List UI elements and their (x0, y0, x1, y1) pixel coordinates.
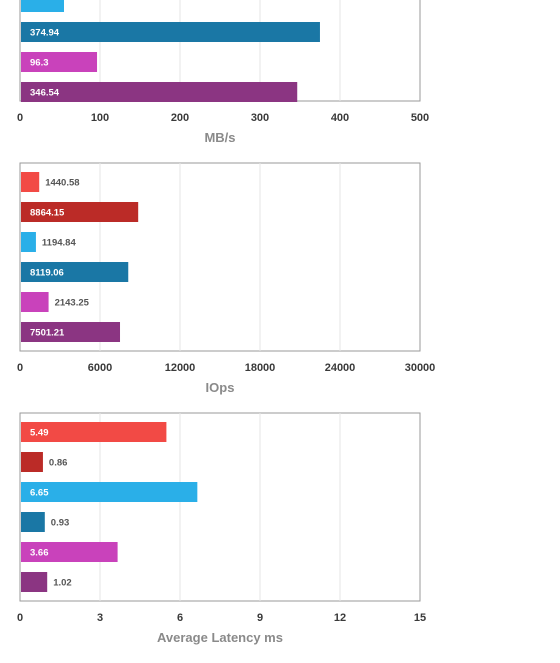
x-tick-label: 300 (251, 112, 269, 124)
bar-iops-4 (21, 262, 129, 282)
bar-latency-1 (21, 422, 167, 442)
x-axis-title-latency: Average Latency ms (157, 630, 283, 645)
plot-area-latency (19, 412, 421, 602)
bar-value-label: 1.02 (53, 578, 71, 589)
bar-value-label: 346.54 (30, 88, 60, 99)
bar-iops-2 (21, 202, 139, 222)
bar-value-label: 0.93 (51, 518, 70, 529)
bar-latency-5 (21, 542, 118, 562)
bar-value-label: 8119.06 (30, 268, 64, 279)
x-tick-label: 15 (414, 612, 426, 624)
x-tick-label: 18000 (245, 362, 276, 374)
bar-value-label: 3.66 (30, 548, 49, 559)
bar-value-label: 2143.25 (55, 298, 90, 309)
bar-value-label: 8864.15 (30, 208, 65, 219)
x-tick-label: 200 (171, 112, 189, 124)
bar-latency-3 (21, 482, 198, 502)
bar-iops-1 (21, 172, 40, 192)
x-tick-label: 0 (17, 362, 23, 374)
x-tick-label: 6 (177, 612, 183, 624)
chart-latency: 5.49 0.86 6.65 0.93 3.66 1.02 0 3 6 9 12 15 Averag… (17, 412, 426, 645)
x-tick-label: 12 (334, 612, 346, 624)
x-tick-label: 24000 (325, 362, 356, 374)
bar-value-label: 374.94 (30, 28, 60, 39)
bar-value-label: 1194.84 (42, 238, 77, 249)
bar-latency-6 (21, 572, 48, 592)
plot-area-iops (19, 162, 421, 352)
x-axis-title-throughput: MB/s (204, 130, 235, 145)
x-tick-label: 0 (17, 112, 23, 124)
x-tick-label: 6000 (88, 362, 112, 374)
bar-value-label: 1440.58 (45, 178, 79, 189)
x-tick-label: 100 (91, 112, 109, 124)
x-tick-label: 9 (257, 612, 263, 624)
bar-throughput-3 (21, 52, 98, 72)
bar-latency-4 (21, 512, 45, 532)
bar-value-label: 6.65 (30, 488, 49, 499)
x-tick-label: 500 (411, 112, 429, 124)
bar-value-label: 96.3 (30, 58, 49, 69)
x-tick-label: 30000 (405, 362, 436, 374)
x-tick-label: 400 (331, 112, 349, 124)
bar-throughput-2 (21, 22, 320, 42)
x-tick-label: 12000 (165, 362, 196, 374)
bar-iops-5 (21, 292, 49, 312)
bar-iops-6 (21, 322, 121, 342)
x-tick-label: 0 (17, 612, 23, 624)
bar-value-label: 0.86 (49, 458, 68, 469)
x-axis-title-iops: IOps (206, 380, 235, 395)
bar-throughput-1 (21, 0, 64, 12)
chart-iops: 1440.58 8864.15 1194.84 8119.06 2143.25 7501.… (17, 162, 436, 395)
chart-throughput: 374.94 96.3 346.54 0 100 200 300 400 500 MB/s (17, 0, 429, 145)
x-tick-label: 3 (97, 612, 103, 624)
bar-value-label: 7501.21 (30, 328, 65, 339)
bar-latency-2 (21, 452, 43, 472)
bar-throughput-4 (21, 82, 298, 102)
bar-value-label: 5.49 (30, 428, 49, 439)
bar-iops-3 (21, 232, 36, 252)
